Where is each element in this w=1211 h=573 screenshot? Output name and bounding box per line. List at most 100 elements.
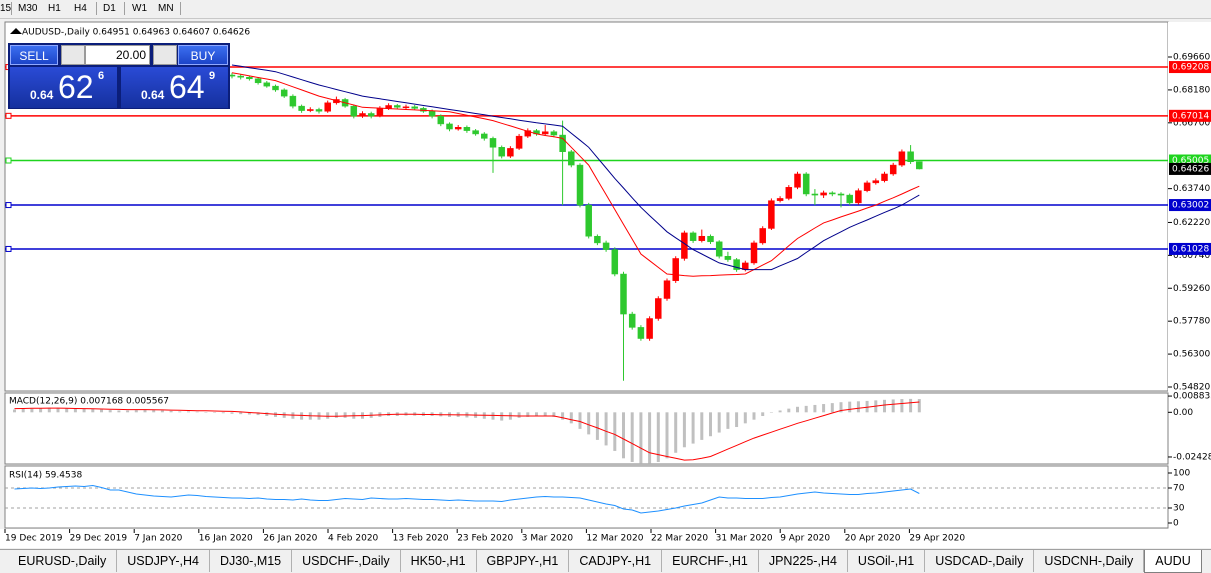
candle-body (489, 138, 497, 148)
current-price-box (1169, 162, 1211, 175)
timeframe-button[interactable]: W1 (132, 3, 147, 14)
macd-bar (13, 409, 16, 413)
candle-body (602, 242, 610, 250)
candle-body (689, 232, 697, 241)
chart-tab[interactable]: HK50-,H1 (401, 550, 477, 572)
bid-fraction: 6 (98, 70, 105, 82)
macd-bar (91, 409, 95, 413)
candle-body (750, 242, 758, 264)
chart-tab[interactable]: USOil-,H1 (848, 550, 926, 572)
level-label-box (1169, 61, 1211, 74)
macd-tick-label: 0.00 (1173, 408, 1193, 418)
candle-body (350, 105, 358, 117)
macd-bar (491, 412, 495, 420)
macd-bar (856, 401, 860, 413)
macd-bar (622, 412, 625, 459)
candle-body (402, 106, 410, 109)
macd-bar (178, 411, 182, 413)
macd-panel (4, 392, 1169, 465)
chart-tab[interactable]: EURUSD-,Daily (8, 550, 118, 572)
y-tick-label: 0.59260 (1173, 284, 1210, 294)
level-label: 0.69208 (1172, 63, 1209, 73)
candle-body (446, 123, 453, 130)
separator (180, 2, 181, 15)
timeframe-button[interactable]: 15 (0, 3, 12, 14)
candles (228, 72, 923, 381)
candle-body (681, 232, 688, 259)
candle-body (280, 89, 288, 97)
candle-body (585, 204, 592, 237)
buy-button[interactable]: BUY (178, 45, 228, 65)
candle-body (515, 135, 523, 149)
timeframe-button[interactable]: MN (158, 3, 174, 14)
x-tick-label: 19 Dec 2019 (5, 534, 63, 544)
bid-quote[interactable]: 0.64 62 6 (10, 67, 117, 108)
chart-tab[interactable]: CADJPY-,H1 (569, 550, 663, 572)
ask-pips: 64 (169, 69, 205, 105)
macd-bar (65, 408, 69, 413)
chart-tab[interactable]: DJ30-,M15 (210, 550, 293, 572)
candle-body (829, 192, 836, 195)
candle-body (637, 327, 645, 339)
separator (11, 2, 12, 15)
macd-bar (169, 410, 173, 413)
bid-big-figure: 0.64 (30, 88, 54, 102)
timeframe-button[interactable]: H4 (74, 3, 87, 14)
chart-tab[interactable]: JPN225-,H4 (759, 550, 848, 572)
level-label-box (1169, 242, 1211, 255)
candle-body (802, 173, 810, 195)
timeframe-button[interactable]: H1 (48, 3, 61, 14)
macd-bar (848, 401, 852, 413)
x-tick-label: 13 Feb 2020 (393, 534, 449, 544)
chart-tab[interactable]: USDCAD-,Daily (925, 550, 1035, 572)
level-handle (5, 202, 12, 209)
bid-pips: 62 (58, 69, 94, 105)
candle-body (237, 75, 244, 78)
macd-bar (334, 412, 338, 418)
separator (124, 2, 125, 15)
macd-bar (883, 399, 886, 413)
macd-bar (143, 409, 147, 413)
chart-tab[interactable]: USDCNH-,Daily (1034, 550, 1145, 572)
macd-bar (822, 404, 826, 413)
timeframe-toolbar: 15 M30 H1 H4 D1 W1 MN (0, 0, 1211, 19)
macd-bar (604, 412, 608, 446)
chart-tab[interactable]: USDCHF-,Daily (292, 550, 401, 572)
chart-tab[interactable]: GBPJPY-,H1 (477, 550, 570, 572)
macd-bar (552, 412, 556, 417)
candle-body (263, 82, 271, 87)
level-label: 0.67014 (1172, 111, 1209, 121)
lot-input[interactable]: 20.00 (85, 45, 150, 65)
candle-body (472, 130, 479, 135)
candle-body (394, 105, 401, 108)
x-tick-label: 9 Apr 2020 (780, 534, 830, 544)
candle-body (663, 280, 671, 299)
macd-bar (343, 412, 347, 418)
macd-bar (108, 410, 112, 413)
chart-tab[interactable]: EURCHF-,H1 (662, 550, 759, 572)
sell-button[interactable]: SELL (10, 45, 58, 65)
candle-body (881, 173, 888, 181)
macd-bar (569, 412, 573, 424)
ask-quote[interactable]: 0.64 64 9 (121, 67, 228, 108)
macd-bar (100, 409, 103, 413)
timeframe-button[interactable]: D1 (103, 3, 116, 14)
candle-body (559, 134, 566, 152)
chart-tab[interactable]: USDJPY-,H4 (117, 550, 210, 572)
lot-increase[interactable] (153, 45, 177, 65)
level-label: 0.61028 (1172, 244, 1209, 254)
candle-body (837, 193, 845, 196)
timeframe-button[interactable]: M30 (18, 3, 38, 14)
macd-bar (691, 412, 695, 444)
chart-tabs: EURUSD-,Daily USDJPY-,H4 DJ30-,M15 USDCHF-,… (0, 549, 1211, 573)
level-label: 0.65005 (1172, 156, 1209, 166)
macd-bar (82, 408, 86, 413)
y-tick-label: 0.57780 (1173, 317, 1210, 327)
macd-signal (14, 401, 920, 461)
chart-tab[interactable]: AUDU (1144, 550, 1202, 573)
candle-body (454, 127, 462, 130)
candle-body (272, 85, 279, 91)
macd-bar (909, 398, 913, 413)
lot-decrease[interactable] (61, 45, 85, 65)
